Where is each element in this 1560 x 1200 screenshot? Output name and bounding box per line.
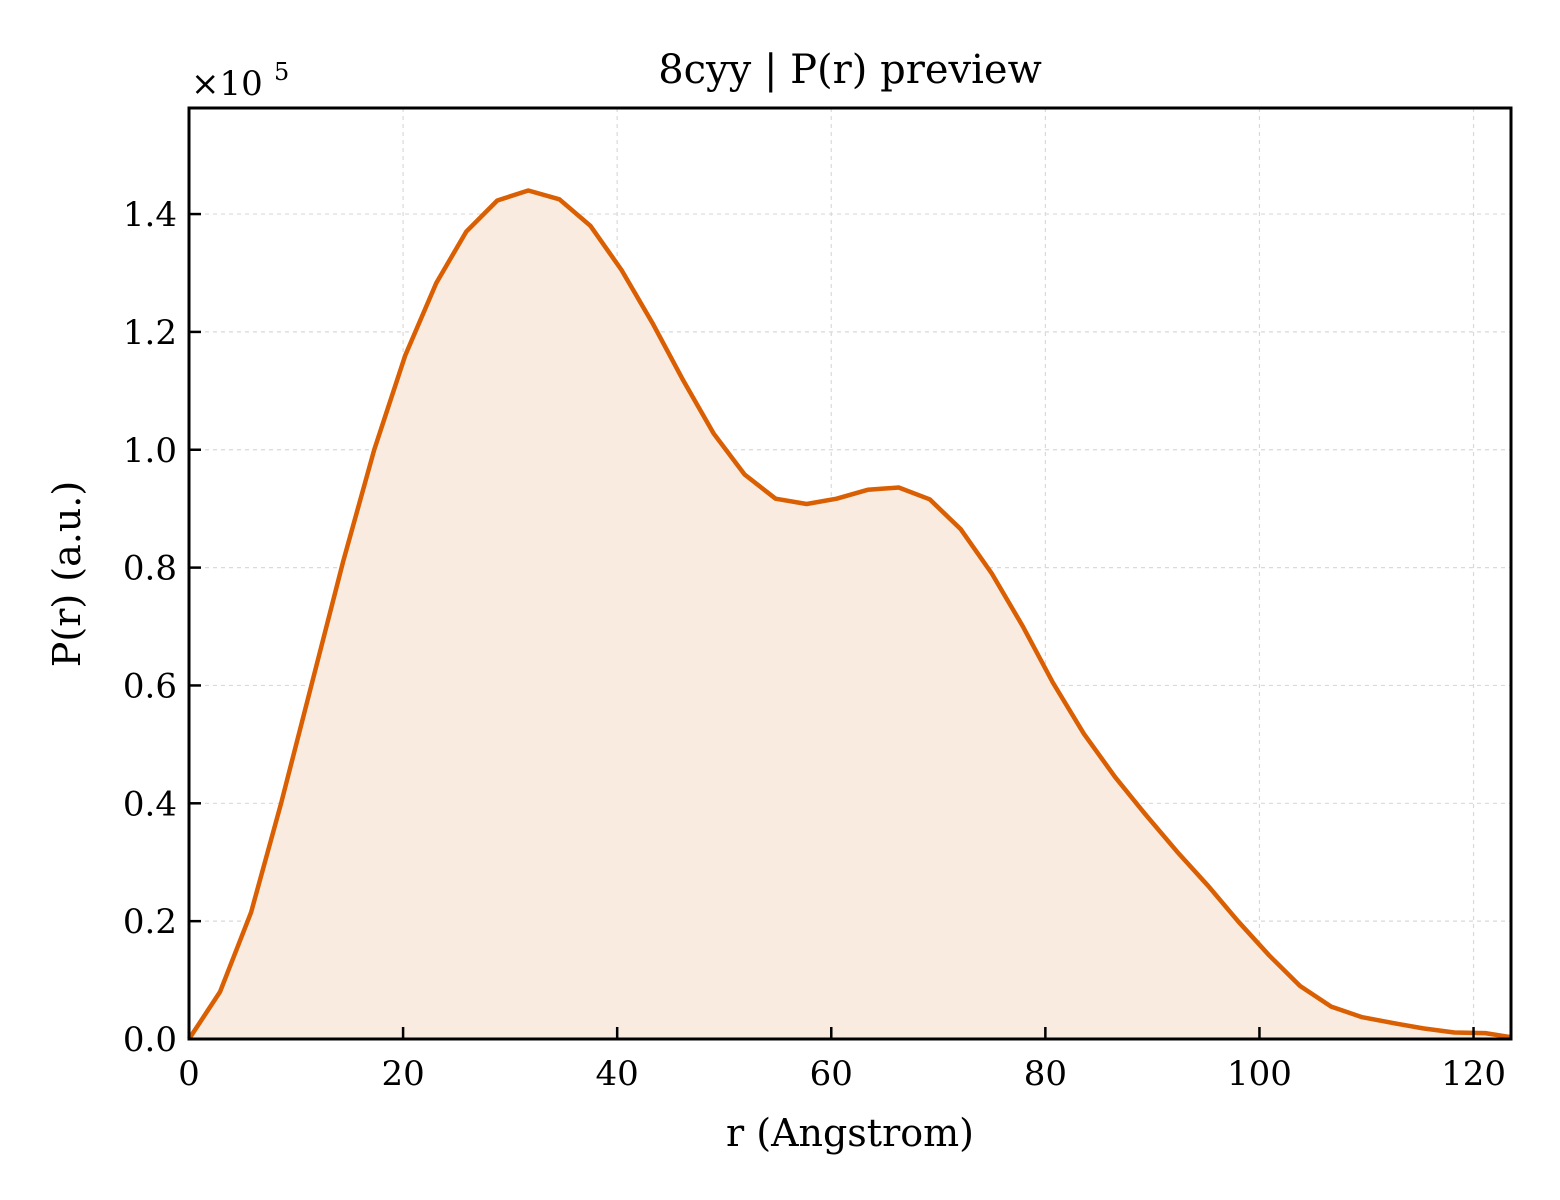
x-tick-labels: 0 20 40 60 80 100 120 [178, 1054, 1506, 1094]
x-tick-label: 80 [1024, 1054, 1067, 1094]
x-tick-label: 60 [810, 1054, 853, 1094]
y-tick-label: 0.0 [123, 1020, 177, 1060]
plot-frame [187, 106, 1513, 1041]
y-tick-label: 1.0 [123, 431, 177, 471]
y-tick-label: 1.4 [123, 195, 177, 235]
x-tick-label: 20 [381, 1054, 424, 1094]
chart-title: 8cyy | P(r) preview [658, 47, 1042, 93]
y-tick-label: 0.6 [123, 666, 177, 706]
y-tick-label: 1.2 [123, 313, 177, 353]
x-tick-label: 120 [1441, 1054, 1506, 1094]
series-line [187, 188, 1512, 1041]
y-multiplier-exponent: 5 [274, 58, 289, 86]
x-tick-label: 0 [178, 1054, 200, 1094]
y-axis-label: P(r) (a.u.) [45, 481, 89, 667]
x-axis-label: r (Angstrom) [726, 1111, 974, 1155]
x-tick-label: 40 [596, 1054, 639, 1094]
y-tick-label: 0.4 [123, 784, 177, 824]
y-tick-labels: 0.0 0.2 0.4 0.6 0.8 1.0 1.2 1.4 [123, 195, 177, 1060]
y-multiplier-base: ×10 [191, 64, 263, 104]
y-tick-label: 0.8 [123, 549, 177, 589]
y-multiplier: ×10 5 [191, 58, 289, 104]
x-tick-label: 100 [1227, 1054, 1292, 1094]
area-fill [189, 190, 1511, 1039]
y-tick-label: 0.2 [123, 902, 177, 942]
